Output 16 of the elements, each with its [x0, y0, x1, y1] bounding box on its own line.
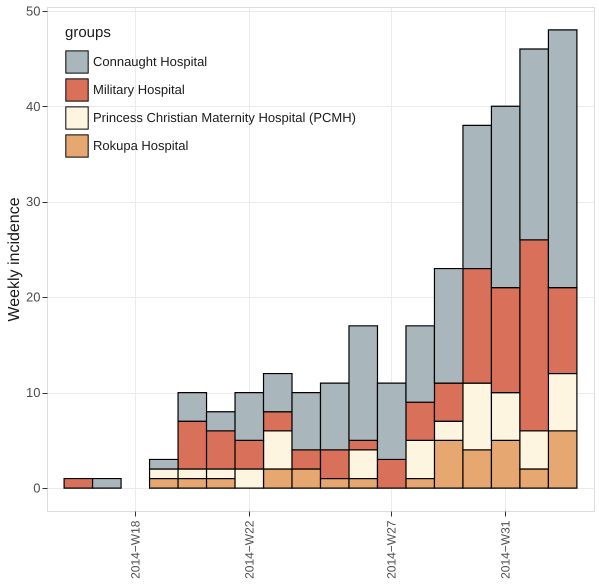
y-axis-title: Weekly incidence	[6, 197, 24, 322]
y-tick-label: 0	[33, 480, 40, 496]
legend-title: groups	[65, 24, 111, 41]
x-tick-label: 2014−W31	[498, 520, 513, 579]
y-tick-label: 50	[26, 3, 40, 18]
legend-label: Military Hospital	[93, 82, 185, 97]
y-tick-label: 30	[26, 194, 40, 210]
legend-label: Connaught Hospital	[93, 54, 208, 69]
legend-label: Rokupa Hospital	[93, 138, 188, 153]
x-tick-label: 2014−W18	[128, 520, 142, 579]
y-tick-label: 10	[26, 385, 40, 400]
legend-label: Princess Christian Maternity Hospital (PCMH)	[93, 110, 356, 125]
x-tick-label: 2014−W27	[384, 520, 399, 579]
x-tick-label: 2014−W22	[242, 520, 256, 579]
y-tick-label: 20	[26, 290, 40, 305]
y-tick-label: 40	[26, 98, 40, 114]
